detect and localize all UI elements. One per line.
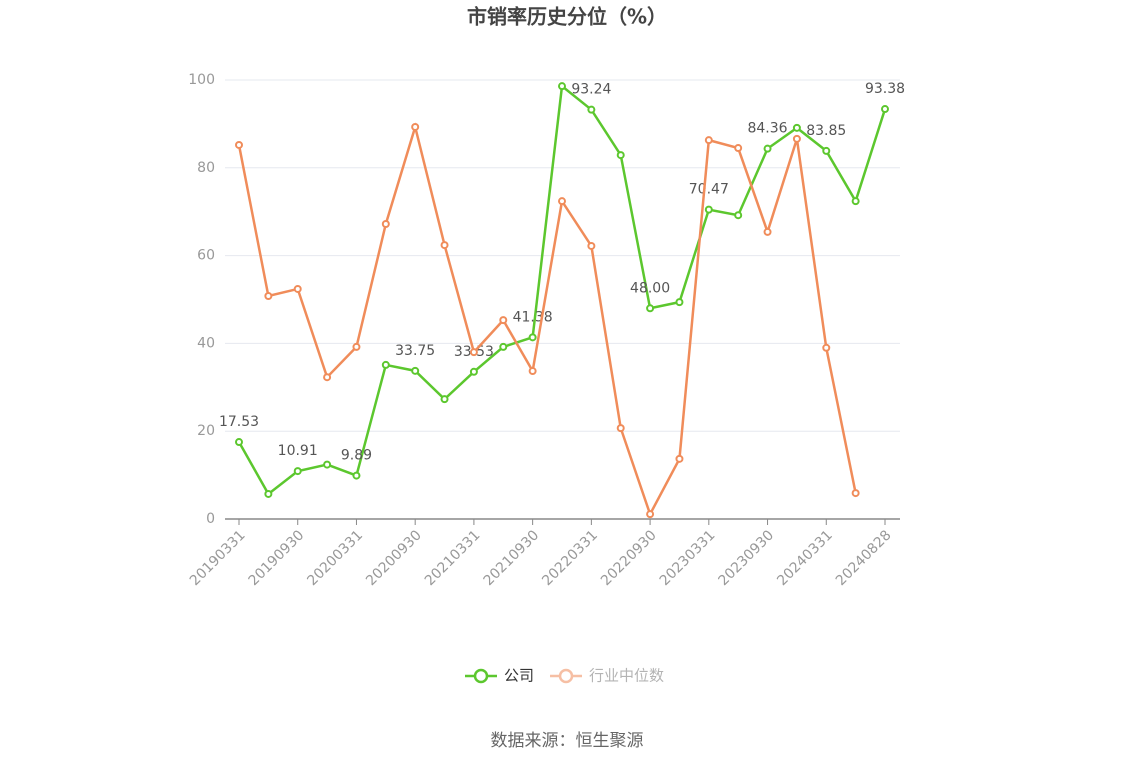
data-label: 83.85: [806, 123, 846, 139]
data-point: [323, 373, 332, 382]
data-point: [558, 197, 566, 206]
data-point: [235, 140, 243, 149]
data-point: [499, 342, 508, 351]
data-point: [822, 146, 831, 155]
data-point: [528, 367, 537, 376]
data-point: [616, 151, 625, 160]
source: 数据来源：恒生聚源: [491, 731, 644, 751]
x-tick-label: 20210930: [481, 527, 543, 589]
data-label: 9.89: [341, 448, 372, 464]
data-point: [411, 122, 420, 131]
legend-marker: [473, 668, 489, 684]
y-tick-label: 100: [188, 72, 215, 88]
legend-item: 行业中位数: [550, 667, 664, 685]
data-point: [264, 489, 273, 498]
data-label: 41.38: [513, 309, 553, 325]
data-point: [587, 105, 596, 114]
x-tick-label: 20240331: [774, 527, 836, 589]
y-tick-label: 40: [197, 335, 215, 351]
series-line: [237, 83, 887, 496]
data-point: [704, 136, 713, 145]
data-point: [792, 134, 801, 143]
data-point: [646, 510, 655, 519]
x-tick-label: 20220331: [539, 527, 601, 589]
data-point: [734, 211, 743, 220]
data-label: 33.75: [395, 343, 435, 359]
data-label: 70.47: [689, 182, 729, 198]
y-tick-label: 60: [197, 248, 215, 264]
chart-title: 市销率历史分位（%）: [467, 5, 667, 29]
data-point: [440, 395, 449, 404]
x-tick-label: 20220930: [598, 527, 660, 589]
data-point: [851, 489, 860, 498]
y-tick-label: 80: [197, 160, 215, 176]
legend-item: 公司: [465, 667, 534, 685]
data-point: [235, 438, 243, 447]
x-tick-label: 20240828: [833, 527, 895, 589]
legend-label: 行业中位数: [589, 667, 664, 685]
data-label: 10.91: [278, 443, 318, 459]
data-point: [528, 333, 537, 342]
x-tick-label: 20210331: [422, 527, 484, 589]
data-point: [323, 460, 332, 469]
data-point: [704, 205, 713, 214]
x-tick-label: 20230930: [715, 527, 777, 589]
data-point: [587, 241, 596, 250]
data-point: [763, 144, 772, 153]
data-point: [792, 123, 801, 132]
data-point: [469, 367, 478, 376]
data-label: 84.36: [747, 121, 787, 137]
data-point: [675, 454, 684, 463]
x-tick-label: 20230331: [657, 527, 719, 589]
series-line: [237, 122, 857, 518]
data-point: [734, 144, 743, 153]
data-label: 17.53: [219, 414, 259, 430]
data-point: [469, 348, 478, 357]
data-point: [264, 291, 273, 300]
data-point: [558, 82, 566, 91]
data-point: [293, 284, 302, 293]
data-point: [381, 219, 390, 228]
legend-marker: [558, 668, 574, 684]
x-tick-label: 20200331: [304, 527, 366, 589]
data-point: [411, 366, 420, 375]
data-point: [440, 241, 449, 250]
data-label: 48.00: [630, 280, 670, 296]
data-point: [763, 227, 772, 236]
data-point: [646, 304, 655, 313]
data-point: [352, 471, 361, 480]
data-point: [616, 424, 625, 433]
x-tick-label: 20200930: [363, 527, 425, 589]
data-point: [293, 467, 302, 476]
data-point: [881, 105, 889, 114]
data-point: [381, 360, 390, 369]
legend-label: 公司: [504, 667, 534, 685]
data-label: 93.24: [571, 82, 611, 98]
y-tick-label: 20: [197, 423, 215, 439]
data-label: 93.38: [865, 81, 905, 97]
data-point: [822, 343, 831, 352]
data-point: [675, 298, 684, 307]
y-tick-label: 0: [206, 511, 215, 527]
data-point: [499, 316, 508, 325]
data-point: [352, 342, 361, 351]
x-tick-label: 20190930: [246, 527, 308, 589]
data-point: [851, 197, 860, 206]
x-tick-label: 20190331: [187, 527, 249, 589]
